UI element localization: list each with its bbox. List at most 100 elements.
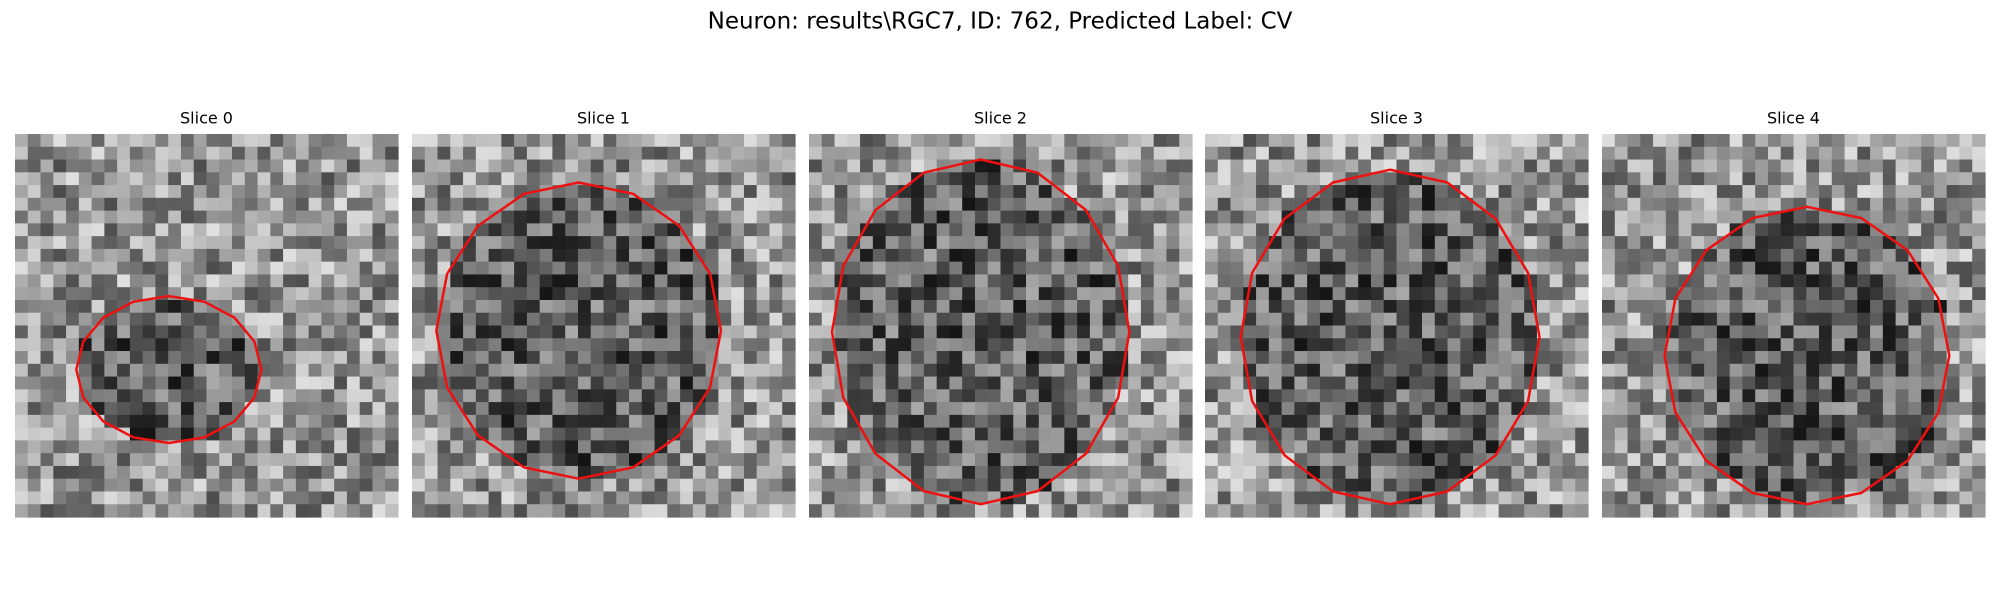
image-pixel [1230, 248, 1244, 263]
image-pixel [346, 172, 361, 186]
image-pixel [1473, 402, 1487, 416]
image-pixel [142, 197, 157, 212]
image-pixel [1332, 351, 1347, 365]
image-pixel [270, 389, 284, 403]
image-pixel [1485, 325, 1500, 339]
image-pixel [1243, 325, 1257, 339]
image-pixel [1959, 453, 1973, 467]
image-pixel [565, 325, 579, 339]
image-pixel [206, 146, 220, 161]
image-pixel [629, 402, 643, 416]
image-pixel [1179, 402, 1193, 416]
image-pixel [244, 465, 259, 480]
image-pixel [463, 363, 477, 378]
image-pixel [1370, 248, 1385, 263]
image-pixel [782, 223, 796, 237]
image-pixel [359, 325, 374, 339]
image-pixel [898, 414, 912, 429]
image-pixel [1959, 363, 1973, 378]
image-pixel [641, 491, 656, 505]
image-pixel [705, 478, 719, 493]
image-pixel [809, 504, 823, 518]
image-pixel [1627, 287, 1641, 301]
image-pixel [1000, 210, 1014, 224]
image-pixel [539, 389, 554, 403]
image-pixel [270, 376, 284, 390]
image-pixel [1511, 363, 1525, 378]
image-pixel [1793, 172, 1807, 186]
image-pixel [372, 427, 386, 441]
image-pixel [936, 287, 951, 301]
image-pixel [155, 465, 169, 480]
image-pixel [1396, 338, 1410, 352]
image-pixel [1895, 210, 1909, 224]
image-pixel [654, 363, 668, 378]
image-pixel [1498, 478, 1512, 493]
image-pixel [1549, 478, 1564, 493]
image-pixel [514, 376, 528, 390]
image-pixel [1256, 274, 1270, 288]
image-pixel [206, 440, 220, 454]
image-pixel [193, 197, 208, 212]
image-pixel [577, 312, 592, 327]
image-pixel [1767, 363, 1782, 378]
image-pixel [180, 261, 195, 276]
image-pixel [1908, 159, 1922, 173]
image-pixel [1319, 427, 1334, 441]
image-pixel [1536, 248, 1551, 263]
image-pixel [117, 338, 131, 352]
image-pixel [1332, 223, 1347, 237]
image-pixel [1602, 146, 1616, 161]
image-pixel [1038, 197, 1053, 212]
image-pixel [629, 376, 643, 390]
image-pixel [104, 134, 118, 148]
image-pixel [463, 261, 477, 276]
image-pixel [180, 491, 195, 505]
image-pixel [654, 402, 668, 416]
image-pixel [911, 159, 925, 173]
image-pixel [1473, 389, 1487, 403]
image-pixel [1409, 363, 1423, 378]
image-pixel [193, 389, 208, 403]
image-pixel [885, 351, 899, 365]
image-pixel [756, 440, 771, 454]
image-pixel [565, 159, 579, 173]
image-pixel [283, 351, 297, 365]
image-pixel [526, 376, 541, 390]
image-pixel [78, 440, 93, 454]
image-pixel [1819, 427, 1833, 441]
image-pixel [372, 261, 386, 276]
image-pixel [1256, 261, 1270, 276]
image-pixel [616, 504, 630, 518]
image-pixel [501, 261, 515, 276]
image-pixel [872, 236, 887, 250]
image-pixel [590, 299, 605, 314]
image-pixel [385, 159, 399, 173]
image-pixel [155, 440, 169, 454]
image-pixel [219, 440, 233, 454]
image-pixel [488, 491, 502, 505]
image-pixel [1473, 172, 1487, 186]
image-pixel [1409, 223, 1423, 237]
image-pixel [78, 197, 93, 212]
image-pixel [1268, 363, 1283, 378]
image-pixel [1205, 504, 1219, 518]
image-pixel [283, 197, 297, 212]
image-pixel [1051, 236, 1065, 250]
image-pixel [1485, 376, 1500, 390]
image-pixel [1383, 185, 1398, 199]
image-pixel [872, 299, 887, 314]
image-pixel [1562, 172, 1576, 186]
image-pixel [91, 376, 105, 390]
image-pixel [718, 440, 732, 454]
image-pixel [1281, 274, 1295, 288]
image-pixel [53, 389, 67, 403]
image-pixel [526, 338, 541, 352]
image-pixel [488, 427, 502, 441]
image-pixel [809, 236, 823, 250]
image-pixel [1780, 197, 1795, 212]
image-pixel [117, 504, 131, 518]
image-pixel [1691, 197, 1705, 212]
image-pixel [129, 134, 144, 148]
image-pixel [155, 491, 169, 505]
